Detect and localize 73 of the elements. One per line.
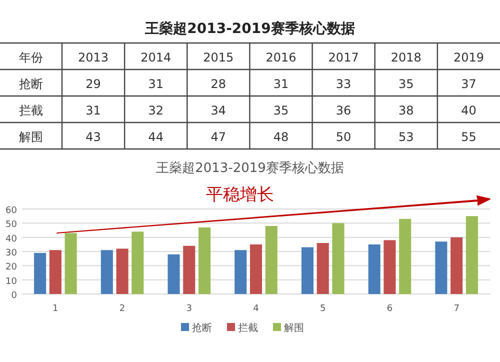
bar — [234, 250, 247, 294]
data-label: 50 — [336, 130, 352, 144]
x-tick-label: 2017 — [328, 50, 359, 64]
bar — [466, 216, 478, 294]
bar — [168, 254, 180, 294]
chart-title: 王燊超2013-2019赛季核心数据 — [144, 20, 355, 37]
data-label: 43 — [86, 130, 101, 144]
bar — [384, 240, 396, 294]
y-tick-label: 解围 — [19, 130, 43, 144]
data-label: 55 — [461, 130, 476, 144]
data-label: 40 — [461, 103, 476, 118]
bar — [100, 250, 113, 294]
data-label: 31 — [86, 103, 101, 118]
bar — [332, 223, 344, 294]
y-tick-label: 10 — [6, 276, 18, 287]
bar — [49, 250, 62, 294]
bar — [198, 227, 211, 294]
x-tick-label: 2 — [119, 304, 126, 314]
bar — [265, 226, 278, 294]
bar — [435, 242, 448, 294]
x-tick-label: 6 — [386, 304, 393, 314]
data-label: 38 — [398, 103, 414, 118]
x-tick-label: 2016 — [266, 50, 296, 64]
legend-label: 解围 — [284, 323, 304, 334]
bar — [316, 243, 329, 294]
y-tick-label: 20 — [6, 262, 18, 273]
y-tick-label: 50 — [6, 220, 18, 230]
data-label: 44 — [148, 130, 164, 144]
x-tick-label: 2013 — [78, 50, 109, 64]
bar — [64, 233, 77, 294]
x-tick-label: 2018 — [390, 50, 422, 64]
bar — [183, 246, 196, 294]
bar — [250, 244, 262, 294]
data-label: 37 — [461, 76, 476, 91]
data-label: 35 — [398, 76, 414, 91]
y-tick-label: 抢断 — [19, 76, 43, 91]
bar — [116, 248, 128, 294]
x-tick-label: 1 — [52, 304, 58, 314]
bar — [132, 232, 144, 294]
x-tick-label: 2015 — [203, 50, 234, 64]
y-tick-label: 60 — [6, 206, 18, 216]
chart-title: 王燊超2013-2019赛季核心数据 — [156, 160, 344, 176]
data-label: 29 — [86, 76, 101, 91]
x-tick-label: 7 — [454, 304, 460, 314]
y-tick-label: 0 — [11, 291, 18, 301]
data-label: 35 — [273, 103, 289, 118]
bar — [399, 218, 412, 294]
x-tick-label: 2019 — [453, 50, 484, 64]
bar — [368, 244, 380, 294]
y-tick-label: 拦截 — [19, 103, 43, 118]
x-tick-label: 3 — [186, 304, 192, 314]
data-label: 33 — [336, 76, 352, 91]
data-label: 28 — [210, 76, 226, 91]
data-label: 47 — [210, 130, 226, 144]
legend-label: 抢断 — [192, 322, 212, 334]
data-label: 31 — [273, 76, 289, 91]
y-tick-label: 40 — [6, 234, 18, 244]
bar — [34, 252, 46, 294]
legend-label: 拦截 — [238, 322, 258, 334]
data-label: 32 — [148, 103, 164, 118]
x-axis-title: 年份 — [19, 50, 43, 64]
data-label: 48 — [273, 130, 289, 144]
bar — [450, 237, 463, 294]
data-label: 36 — [336, 103, 352, 118]
data-label: 31 — [148, 76, 164, 91]
data-label: 34 — [210, 103, 226, 118]
y-tick-label: 30 — [6, 248, 18, 258]
text: 平稳增长 — [206, 185, 274, 205]
data-label: 53 — [398, 130, 414, 144]
x-tick-label: 2014 — [140, 50, 172, 64]
x-tick-label: 4 — [253, 304, 260, 314]
bar — [301, 247, 314, 294]
x-tick-label: 5 — [320, 304, 326, 314]
